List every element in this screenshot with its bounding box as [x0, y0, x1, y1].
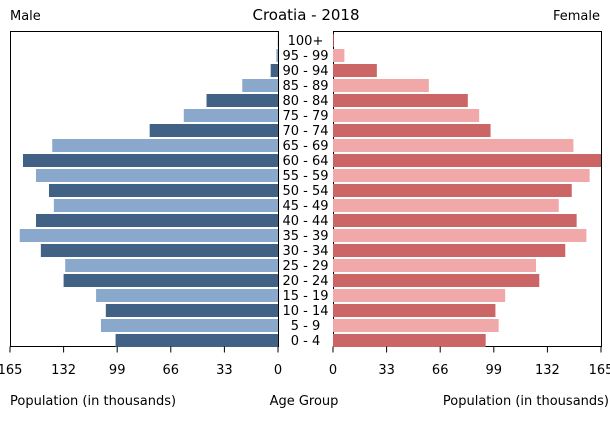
female-bar [333, 94, 468, 107]
male-bar [35, 214, 278, 227]
female-bar [333, 259, 537, 272]
female-bar [333, 214, 577, 227]
age-group-label: 65 - 69 [282, 139, 328, 154]
female-x-axis: 0 33 66 99 132 165 [329, 346, 610, 378]
female-x-tick-label: 99 [486, 363, 503, 378]
male-bar [35, 169, 278, 182]
age-group-label: 55 - 59 [282, 169, 328, 184]
age-group-label: 75 - 79 [282, 109, 328, 124]
female-bar [333, 334, 486, 347]
male-bar [276, 49, 278, 62]
age-group-label: 25 - 29 [282, 259, 328, 274]
age-group-label: 80 - 84 [282, 94, 328, 109]
female-bar [333, 34, 334, 47]
male-bar [270, 64, 278, 77]
female-x-axis-title: Population (in thousands) [443, 394, 609, 409]
age-group-label: 45 - 49 [282, 199, 328, 214]
age-group-axis-title: Age Group [270, 394, 339, 409]
male-bar [63, 274, 278, 287]
female-bars [333, 34, 601, 347]
female-bar [333, 319, 499, 332]
female-x-tick-label: 66 [432, 363, 449, 378]
male-bar [183, 109, 278, 122]
male-bar [48, 184, 279, 197]
male-bar [52, 139, 279, 152]
age-group-label: 30 - 34 [282, 244, 328, 259]
age-group-label: 35 - 39 [282, 229, 328, 244]
age-group-label: 50 - 54 [282, 184, 328, 199]
female-x-tick-label: 165 [589, 363, 610, 378]
female-x-tick-label: 132 [535, 363, 560, 378]
female-bar [333, 109, 480, 122]
age-group-label: 90 - 94 [282, 64, 328, 79]
age-group-label: 5 - 9 [291, 319, 321, 334]
male-x-axis: 0 33 66 99 132 165 [0, 346, 282, 378]
female-bar [333, 289, 506, 302]
male-x-axis-title: Population (in thousands) [10, 394, 176, 409]
male-x-tick-label: 0 [274, 363, 282, 378]
chart-title: Croatia - 2018 [252, 6, 359, 24]
age-group-label: 15 - 19 [282, 289, 328, 304]
female-bar [333, 49, 345, 62]
male-bar [40, 244, 278, 257]
male-bar [206, 94, 278, 107]
male-bars [19, 34, 279, 347]
age-group-label: 20 - 24 [282, 274, 328, 289]
female-x-tick-label: 33 [378, 363, 395, 378]
age-group-label: 40 - 44 [282, 214, 328, 229]
male-x-tick-label: 33 [216, 363, 233, 378]
female-bar [333, 184, 572, 197]
female-bar [333, 154, 601, 167]
male-bar [149, 124, 278, 137]
female-bar [333, 199, 559, 212]
male-bar [96, 289, 278, 302]
female-bar [333, 169, 590, 182]
female-bar [333, 304, 496, 317]
male-bar [65, 259, 278, 272]
male-bar [53, 199, 278, 212]
male-bar [115, 334, 278, 347]
female-bar [333, 229, 587, 242]
female-x-tick-label: 0 [329, 363, 337, 378]
age-group-label: 100+ [288, 34, 324, 49]
female-bar [333, 79, 429, 92]
age-group-label: 95 - 99 [282, 49, 328, 64]
male-bar [22, 154, 278, 167]
age-group-label: 70 - 74 [282, 124, 328, 139]
female-bar [333, 64, 377, 77]
age-group-label: 0 - 4 [291, 334, 321, 349]
female-bar [333, 274, 540, 287]
female-bar [333, 139, 574, 152]
female-side-label: Female [553, 9, 600, 24]
male-side-label: Male [10, 9, 41, 24]
male-bar [100, 319, 279, 332]
male-bar [19, 229, 278, 242]
age-group-label: 85 - 89 [282, 79, 328, 94]
male-x-tick-label: 99 [109, 363, 126, 378]
male-x-tick-label: 132 [51, 363, 76, 378]
age-group-label: 60 - 64 [282, 154, 328, 169]
female-bar [333, 124, 491, 137]
male-x-tick-label: 66 [163, 363, 180, 378]
female-bar [333, 244, 566, 257]
male-bar [242, 79, 278, 92]
age-group-label: 10 - 14 [282, 304, 328, 319]
male-bar [105, 304, 278, 317]
male-x-tick-label: 165 [0, 363, 22, 378]
